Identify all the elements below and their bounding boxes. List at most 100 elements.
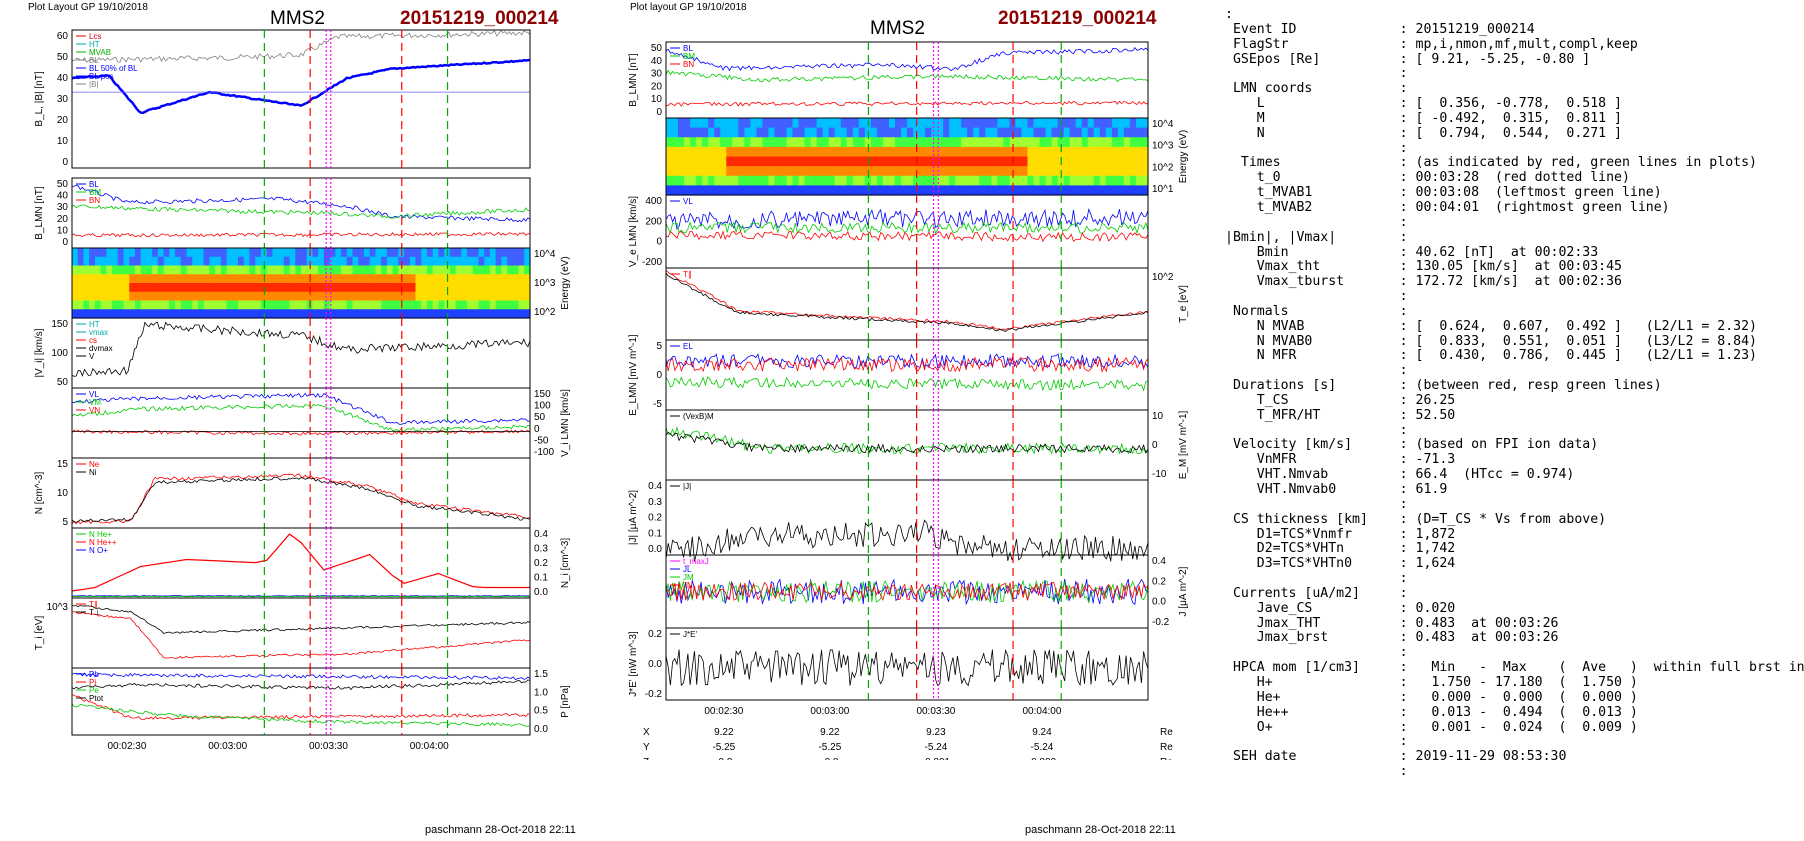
spectrogram-cell — [1081, 127, 1089, 138]
spectrogram-cell — [786, 146, 794, 158]
spectrogram-cell — [937, 175, 944, 186]
legend-entry: MVAB — [89, 48, 111, 57]
spectrogram-cell — [1027, 185, 1035, 196]
coord-value: -5.24 — [925, 742, 948, 753]
spectrogram-cell — [77, 291, 85, 302]
spectrogram-cell — [997, 156, 1004, 167]
spectrogram-cell — [341, 256, 348, 267]
spectrogram-cell — [192, 256, 199, 267]
spectrogram-cell — [117, 309, 125, 319]
spectrogram-cell — [335, 274, 342, 284]
spectrogram-cell — [449, 248, 457, 258]
coord-value: 9.22 — [714, 727, 734, 738]
spectrogram-cell — [1051, 137, 1059, 148]
spectrogram-cell — [973, 118, 980, 129]
axis-tick-label: 10^2 — [534, 307, 556, 318]
axis-tick-label: 10^2 — [1152, 162, 1174, 173]
spectrogram-cell — [215, 265, 222, 275]
spectrogram-cell — [672, 185, 679, 196]
spectrogram-cell — [1111, 127, 1119, 138]
spectrogram-cell — [283, 300, 291, 310]
spectrogram-cell — [1015, 146, 1023, 158]
spectrogram-cell — [822, 185, 830, 196]
info-line: D2=TCS*VHTn : 1,742 — [1225, 541, 1456, 557]
spectrogram-cell — [312, 300, 319, 310]
spectrogram-cell — [100, 309, 107, 319]
spectrogram-cell — [979, 137, 986, 148]
spectrogram-cell — [756, 185, 763, 196]
spectrogram-cell — [961, 166, 968, 177]
spectrogram-cell — [666, 175, 673, 186]
spectrogram-cell — [415, 300, 422, 310]
axis-label: T_i [eV] — [34, 616, 45, 651]
axis-label: V_e LMN [km/s] — [628, 196, 639, 267]
spectrogram-cell — [979, 146, 986, 158]
spectrogram-cell — [882, 185, 890, 196]
spectrogram-cell — [146, 300, 153, 310]
spectrogram-cell — [696, 137, 703, 148]
spectrogram-cell — [1039, 146, 1047, 158]
spectrogram-cell — [876, 137, 884, 148]
axis-tick-label: 0 — [656, 370, 662, 381]
spectrogram-cell — [1105, 175, 1113, 186]
spectrogram-cell — [518, 256, 525, 267]
spectrogram-cell — [266, 265, 273, 275]
spectrogram-cell — [768, 146, 776, 158]
spectrogram-cell — [381, 248, 388, 258]
spectrogram-cell — [518, 300, 525, 310]
spectrogram-cell — [301, 265, 308, 275]
spectrogram-cell — [381, 283, 388, 293]
spectrogram-cell — [369, 300, 377, 310]
spectrogram-cell — [672, 175, 679, 186]
spectrogram-cell — [323, 309, 331, 319]
legend-entry: N O+ — [89, 546, 108, 555]
spectrogram-cell — [1087, 156, 1095, 167]
spectrogram-cell — [472, 291, 480, 302]
spectrogram-cell — [129, 309, 136, 319]
spectrogram-cell — [756, 137, 763, 148]
spectrogram-cell — [1099, 137, 1107, 148]
spectrogram-cell — [249, 291, 256, 302]
spectrogram-cell — [834, 156, 842, 167]
spectrogram-cell — [472, 265, 480, 275]
spectrogram-cell — [455, 309, 462, 319]
spectrogram-cell — [822, 156, 830, 167]
coord-unit: Re — [1160, 727, 1173, 738]
spectrogram-cell — [478, 256, 485, 267]
spectrogram-cell — [169, 248, 176, 258]
spectrogram-cell — [215, 283, 222, 293]
axis-tick-label: 10^3 — [534, 278, 556, 289]
spectrogram-cell — [495, 309, 502, 319]
spectrogram-cell — [507, 300, 514, 310]
spectrogram-cell — [289, 300, 296, 310]
spectrogram-cell — [283, 256, 291, 267]
spectrogram-cell — [720, 185, 727, 196]
spectrogram-cell — [375, 309, 382, 319]
spectrogram-cell — [272, 256, 279, 267]
spectrogram-cell — [169, 309, 176, 319]
spectrogram-cell — [937, 127, 944, 138]
spectrogram-cell — [1111, 185, 1119, 196]
axis-tick-label: 0.4 — [1152, 556, 1166, 567]
spectrogram-cell — [919, 156, 926, 167]
spectrogram-cell — [1099, 185, 1107, 196]
series-line — [665, 47, 1149, 72]
spectrogram-cell — [272, 283, 279, 293]
spectrogram-cell — [967, 146, 974, 158]
spectrogram-cell — [283, 265, 291, 275]
spectrogram-cell — [352, 291, 359, 302]
spectrogram-cell — [478, 274, 485, 284]
info-line: t_MVAB2 : 00:04:01 (rightmost green line… — [1225, 199, 1670, 215]
spectrogram-cell — [409, 309, 417, 319]
spectrogram-cell — [192, 274, 199, 284]
spectrogram-cell — [870, 175, 878, 186]
spectrogram-cell — [415, 248, 422, 258]
info-line: : — [1225, 422, 1408, 438]
spectrogram-cell — [756, 166, 763, 177]
spectrogram-cell — [870, 137, 878, 148]
left-footer: paschmann 28-Oct-2018 22:11 — [425, 824, 576, 836]
